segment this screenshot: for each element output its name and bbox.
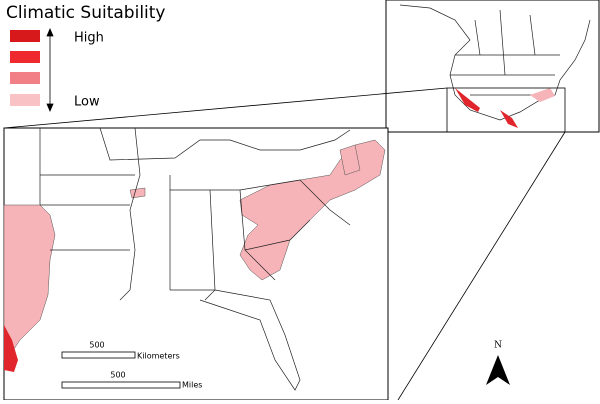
scale-km-unit: Kilometers: [137, 352, 180, 361]
scale-bar-mi: [61, 381, 181, 389]
main-map: [3, 127, 389, 401]
scale-km-value: 500: [89, 341, 104, 350]
zoom-line: [397, 131, 566, 401]
inset-map: [385, 0, 600, 133]
legend-title: Climatic Suitability: [6, 3, 166, 23]
scale-mi-unit: Miles: [182, 381, 202, 390]
scale-mi-value: 500: [110, 371, 125, 380]
legend-low: Low: [74, 95, 100, 110]
legend-swatch: [10, 94, 40, 106]
legend-swatch: [10, 72, 40, 84]
legend-swatch: [10, 51, 40, 63]
legend-high: High: [74, 31, 104, 46]
north-label: N: [494, 341, 502, 351]
legend-arrow: [46, 27, 54, 113]
zoom-line: [3, 87, 448, 129]
north-arrow: [486, 355, 510, 385]
scale-bar-km: [61, 351, 136, 359]
legend-swatch: [10, 30, 40, 42]
